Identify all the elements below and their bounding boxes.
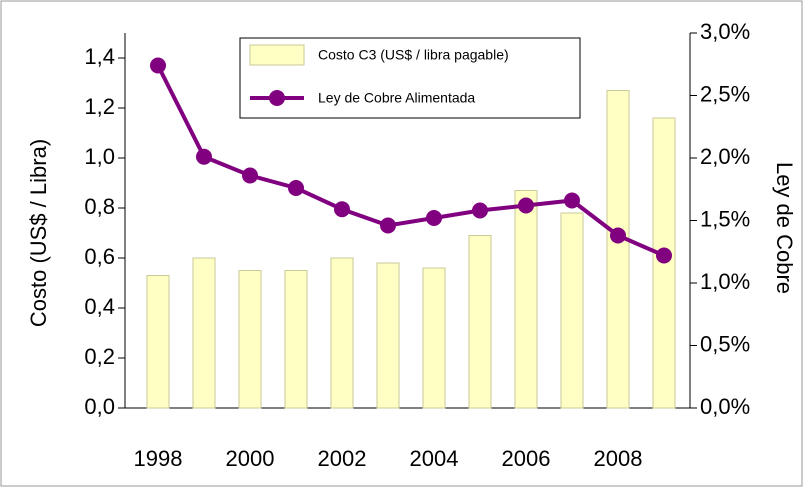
legend-swatch: [249, 44, 305, 66]
point: [288, 180, 304, 196]
y-tick-label: 0,4: [84, 294, 115, 319]
y-tick-label: 1,2: [84, 94, 115, 119]
y2-tick-label: 2,5%: [700, 81, 750, 106]
point: [426, 210, 442, 226]
point: [610, 227, 626, 244]
y2-tick-label: 0,5%: [700, 331, 750, 356]
y2-tick-label: 1,5%: [700, 206, 750, 231]
point: [334, 201, 350, 218]
y2-tick-label: 0,0%: [700, 394, 750, 419]
y2-tick-label: 1,0%: [700, 269, 750, 294]
y-tick-label: 0,6: [84, 244, 115, 269]
y-axis-label: Costo (US$ / Libra): [26, 139, 51, 327]
point: [196, 148, 212, 165]
point: [380, 217, 396, 234]
bar: [284, 270, 308, 409]
bar: [468, 235, 492, 409]
bar: [376, 262, 400, 409]
x-tick-label: 2004: [410, 446, 459, 471]
y2-tick-label: 2,0%: [700, 144, 750, 169]
bar: [192, 257, 216, 409]
y-tick-label: 1,0: [84, 144, 115, 169]
point: [564, 192, 580, 209]
legend-label: Ley de Cobre Alimentada: [318, 90, 475, 106]
y-tick-label: 0,2: [84, 344, 115, 369]
x-tick-label: 2008: [594, 446, 643, 471]
x-tick-label: 2000: [226, 446, 275, 471]
legend-label: Costo C3 (US$ / libra pagable): [318, 47, 509, 63]
legend-marker: [269, 90, 285, 106]
x-tick-label: 1998: [134, 446, 183, 471]
point: [150, 57, 166, 74]
bar: [560, 212, 584, 409]
point: [242, 167, 258, 184]
line: [156, 64, 665, 258]
y-tick-label: 0,8: [84, 194, 115, 219]
bar: [238, 270, 262, 409]
x-tick-label: 2006: [502, 446, 551, 471]
point: [518, 197, 534, 214]
y-tick-label: 0,0: [84, 394, 115, 419]
y2-tick-label: 3,0%: [700, 19, 750, 44]
bar: [146, 275, 170, 409]
y-tick-label: 1,4: [84, 44, 115, 69]
bar: [606, 90, 630, 409]
point: [656, 247, 672, 264]
x-tick-label: 2002: [318, 446, 367, 471]
y2-axis-label: Ley de Cobre: [772, 162, 797, 294]
point: [472, 202, 488, 219]
bar: [514, 190, 538, 409]
bar: [330, 257, 354, 409]
bar: [422, 267, 446, 409]
